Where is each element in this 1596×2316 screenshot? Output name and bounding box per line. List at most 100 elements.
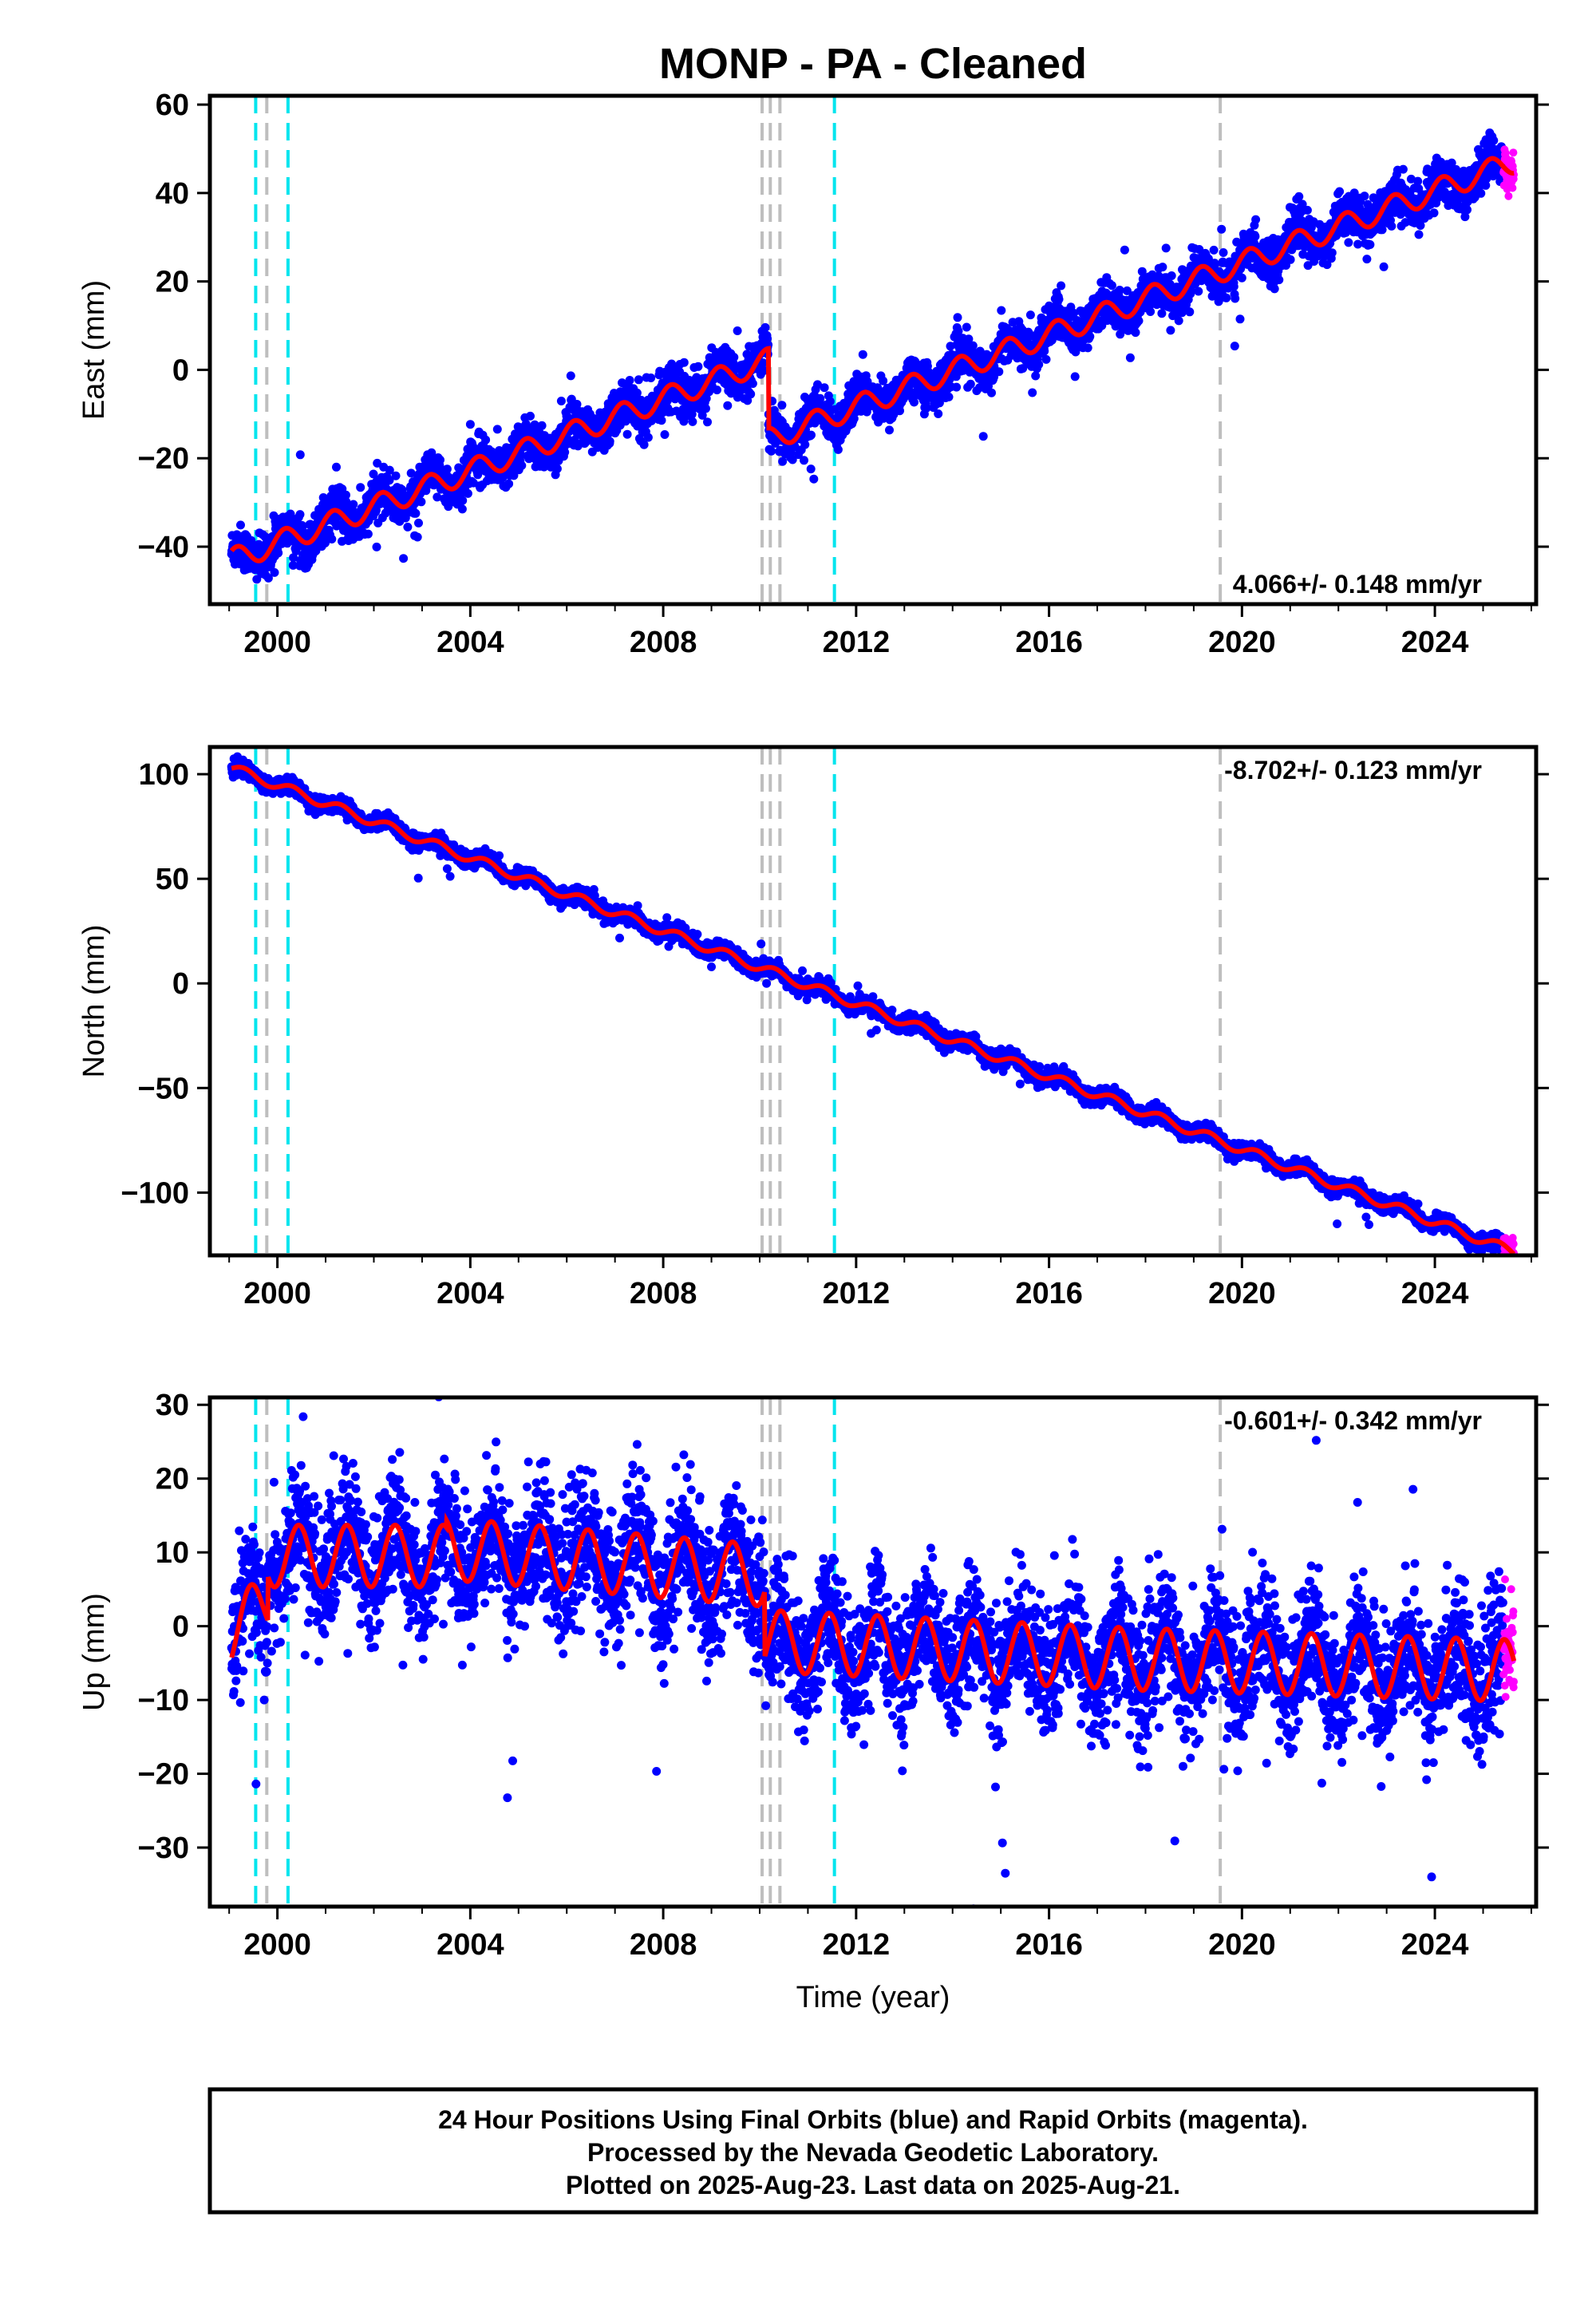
final-point xyxy=(509,471,519,480)
final-point xyxy=(270,567,279,577)
rapid-point xyxy=(1509,148,1518,157)
final-point xyxy=(1463,205,1472,215)
final-point xyxy=(1398,164,1408,174)
final-point xyxy=(530,420,539,429)
final-point xyxy=(1025,310,1035,320)
final-point xyxy=(288,560,298,570)
final-point xyxy=(1069,308,1079,318)
final-point xyxy=(1131,328,1140,338)
final-point xyxy=(481,435,491,445)
final-point xyxy=(767,446,776,456)
model-curve xyxy=(229,156,1515,563)
final-point xyxy=(625,376,634,385)
final-point xyxy=(349,500,358,509)
final-point xyxy=(833,445,843,454)
final-point xyxy=(295,450,305,460)
final-point xyxy=(1120,245,1129,255)
final-point xyxy=(1107,281,1116,290)
final-point xyxy=(954,326,963,336)
final-point xyxy=(295,510,305,520)
final-point xyxy=(1057,281,1066,290)
final-point xyxy=(809,474,819,484)
final-point xyxy=(968,341,978,350)
final-point xyxy=(332,462,341,472)
final-point xyxy=(385,476,394,485)
final-point xyxy=(458,496,468,505)
final-point xyxy=(806,464,816,474)
final-point xyxy=(713,385,721,395)
final-point xyxy=(1270,284,1279,294)
final-point xyxy=(1157,309,1167,318)
final-point xyxy=(966,379,975,389)
final-point xyxy=(660,430,670,439)
final-point xyxy=(465,420,475,429)
final-point xyxy=(399,554,409,563)
final-point xyxy=(885,425,894,435)
final-point xyxy=(1054,294,1064,304)
final-point xyxy=(417,497,426,507)
x-tick-label: 2012 xyxy=(823,626,891,659)
final-point xyxy=(463,488,472,498)
final-point xyxy=(964,334,974,344)
final-point xyxy=(526,411,535,421)
y-tick-label: −40 xyxy=(138,531,189,564)
final-point xyxy=(693,362,703,371)
final-point xyxy=(849,414,859,423)
rapid-point xyxy=(1504,192,1513,200)
final-point xyxy=(1134,316,1144,326)
final-point xyxy=(1217,224,1227,234)
final-point xyxy=(858,350,867,359)
final-point xyxy=(697,410,707,420)
final-point xyxy=(1327,248,1337,258)
final-point xyxy=(953,313,962,322)
final-point xyxy=(688,417,697,426)
final-point xyxy=(1476,188,1486,198)
y-tick-label: 20 xyxy=(156,266,189,299)
y-tick-label: −20 xyxy=(138,442,189,476)
final-point xyxy=(733,326,742,335)
final-point xyxy=(1166,326,1175,335)
rate-annotation: 4.066+/- 0.148 mm/yr xyxy=(1233,570,1482,599)
final-point xyxy=(723,401,733,410)
final-point xyxy=(1158,263,1167,272)
x-tick-label: 2016 xyxy=(1015,626,1083,659)
final-point xyxy=(978,432,988,441)
final-point xyxy=(729,353,739,362)
data-points xyxy=(227,752,1518,1255)
final-point xyxy=(701,404,710,413)
final-point xyxy=(879,376,888,385)
final-point xyxy=(1034,360,1044,370)
final-point xyxy=(703,417,712,427)
final-point xyxy=(342,497,351,507)
final-point xyxy=(1222,293,1231,302)
final-point xyxy=(1115,286,1124,294)
final-point xyxy=(1122,286,1132,295)
final-point xyxy=(1414,230,1424,239)
final-point xyxy=(944,392,954,401)
final-point xyxy=(1274,275,1284,285)
final-point xyxy=(552,464,562,473)
final-point xyxy=(1194,287,1203,296)
final-point xyxy=(701,393,711,403)
final-point xyxy=(492,425,502,434)
final-point xyxy=(760,322,770,332)
rapid-point xyxy=(1508,184,1517,192)
final-point xyxy=(895,406,904,416)
final-point xyxy=(987,388,996,397)
final-point xyxy=(800,456,808,465)
final-point xyxy=(1413,176,1423,186)
final-point xyxy=(873,383,883,393)
final-point xyxy=(1322,260,1332,270)
final-point xyxy=(1209,245,1219,255)
final-point xyxy=(679,358,689,367)
final-point xyxy=(566,371,575,381)
y-axis-label: East (mm) xyxy=(77,280,111,420)
axes-frame xyxy=(207,93,1539,607)
final-point xyxy=(1360,192,1369,201)
final-point xyxy=(934,409,943,418)
final-point xyxy=(816,393,825,403)
final-point xyxy=(639,440,649,449)
final-point xyxy=(537,421,547,430)
